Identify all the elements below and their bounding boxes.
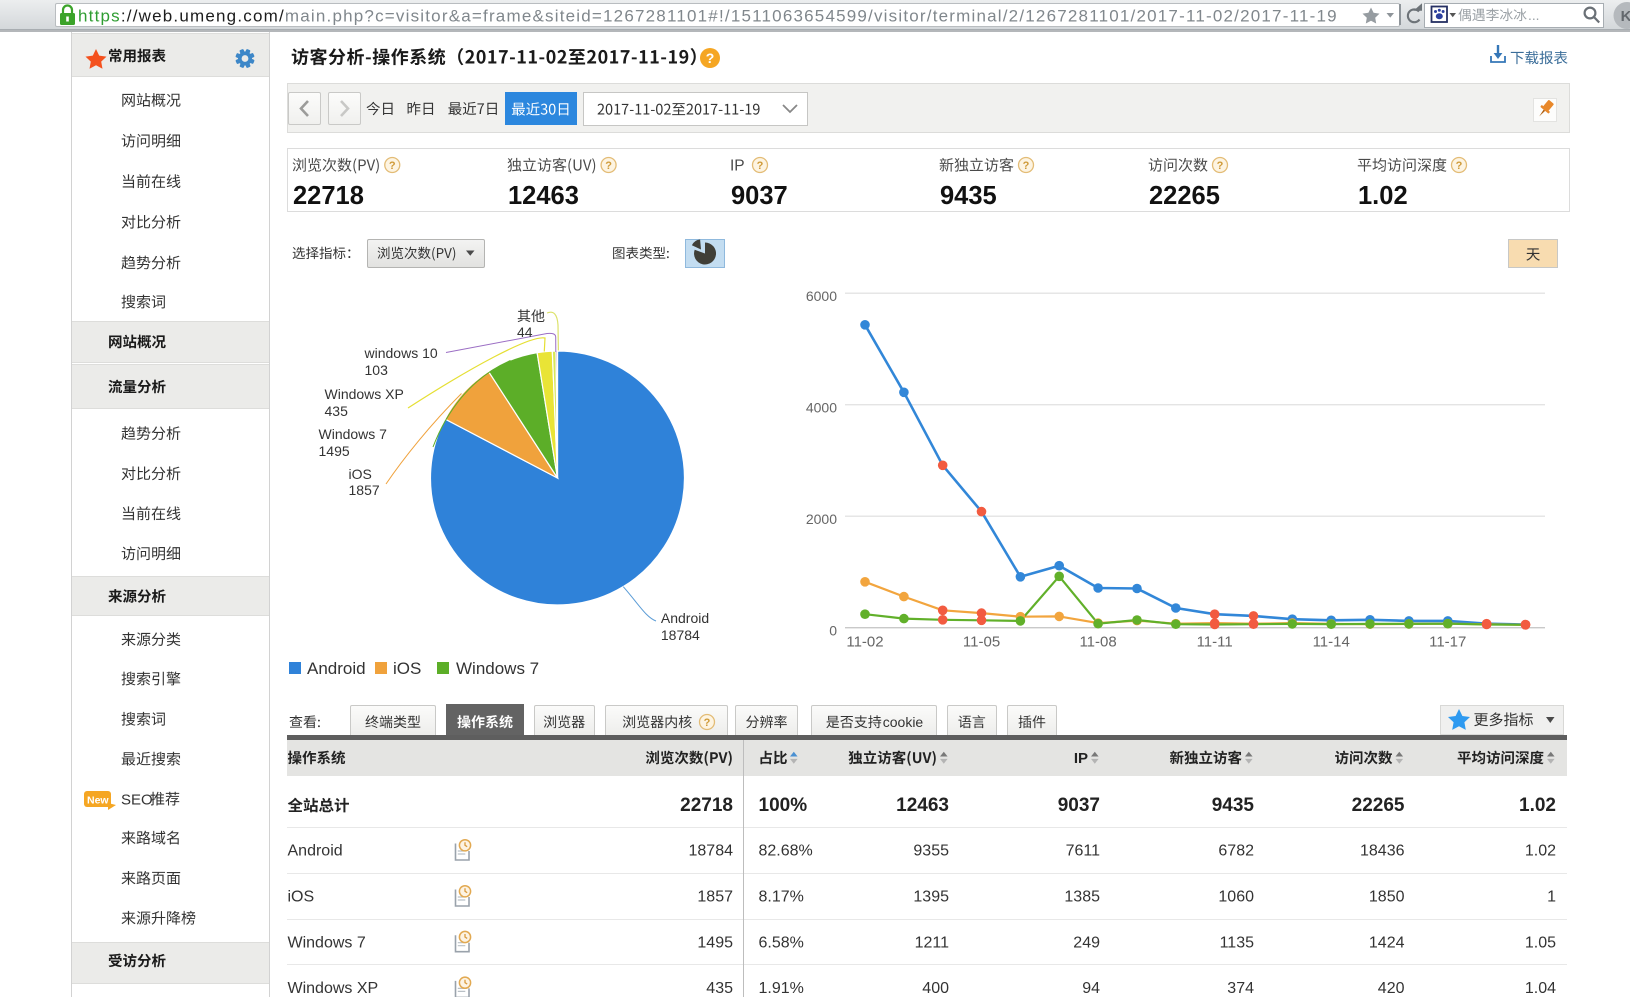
svg-text:Windows 7: Windows 7 [456,659,539,678]
svg-text:7611: 7611 [1066,843,1101,860]
svg-text:K: K [1621,8,1630,25]
svg-text:1.04: 1.04 [1525,980,1556,997]
svg-text:249: 249 [1073,934,1100,951]
svg-text:?: ? [1023,160,1030,172]
svg-text:iOS: iOS [349,466,372,482]
svg-text:1857: 1857 [349,482,380,498]
svg-text:?: ? [1217,160,1224,172]
svg-text:1857: 1857 [697,889,733,906]
svg-text:?: ? [757,160,764,172]
svg-text:2000: 2000 [806,511,837,527]
svg-text:1395: 1395 [913,889,949,906]
svg-text:Windows XP: Windows XP [325,386,404,402]
svg-text:SEO: SEO [121,791,153,808]
svg-text:9435: 9435 [1212,795,1255,816]
svg-text:IP: IP [730,158,745,175]
svg-text:18784: 18784 [689,843,734,860]
svg-text:Windows 7: Windows 7 [288,934,366,951]
svg-text:11-17: 11-17 [1429,634,1466,651]
svg-text:12463: 12463 [508,182,579,210]
svg-text:11-02: 11-02 [846,634,883,651]
svg-text:1211: 1211 [915,934,950,951]
svg-text:Android: Android [661,610,709,626]
svg-text:1060: 1060 [1218,889,1254,906]
svg-text:?: ? [389,160,396,172]
svg-text:1850: 1850 [1369,889,1405,906]
svg-text:1135: 1135 [1220,934,1255,951]
svg-text:1495: 1495 [697,934,733,951]
svg-text:cookie: cookie [883,714,924,730]
svg-text:11-08: 11-08 [1079,634,1116,651]
svg-text:6782: 6782 [1218,843,1254,860]
svg-text:11-11: 11-11 [1197,634,1233,651]
svg-text:1.02: 1.02 [1519,795,1556,816]
svg-text:44: 44 [517,324,533,340]
svg-text:9037: 9037 [731,182,788,210]
svg-text:22265: 22265 [1352,795,1405,816]
svg-text:22265: 22265 [1149,182,1220,210]
svg-text:11-14: 11-14 [1313,634,1350,651]
svg-text:Windows 7: Windows 7 [319,426,388,442]
svg-text:11-05: 11-05 [963,634,1000,651]
svg-text:1424: 1424 [1369,934,1405,951]
svg-text:1: 1 [1547,889,1556,906]
svg-text:New: New [87,795,109,807]
svg-text:12463: 12463 [896,795,949,816]
svg-text:Android: Android [307,659,366,678]
svg-text:...: ... [1528,8,1540,23]
svg-text:iOS: iOS [393,659,421,678]
svg-text:1495: 1495 [319,443,350,459]
svg-text:8.17%: 8.17% [759,889,804,906]
svg-text:18436: 18436 [1360,843,1405,860]
svg-text:?: ? [1456,160,1463,172]
svg-text:9435: 9435 [940,182,997,210]
svg-text:iOS: iOS [288,889,315,906]
svg-text:374: 374 [1227,980,1254,997]
svg-text:400: 400 [922,980,949,997]
svg-text:6000: 6000 [806,288,837,304]
svg-text:Android: Android [288,843,343,860]
svg-text:18784: 18784 [661,627,700,643]
svg-text:22718: 22718 [293,182,364,210]
svg-text:82.68%: 82.68% [759,843,813,860]
svg-text:?: ? [605,160,612,172]
svg-text:Windows XP: Windows XP [288,980,379,997]
svg-text:?: ? [706,50,715,66]
svg-text:IP: IP [1074,750,1088,767]
svg-text:1.02: 1.02 [1525,843,1556,860]
svg-text:windows 10: windows 10 [364,345,438,361]
svg-text:?: ? [704,717,711,729]
svg-text:435: 435 [706,980,733,997]
svg-text:https://web.umeng.com/main.php: https://web.umeng.com/main.php?c=visitor… [78,7,1338,26]
svg-text:94: 94 [1082,980,1100,997]
svg-text:1.05: 1.05 [1525,934,1556,951]
svg-text:4000: 4000 [806,400,837,416]
svg-text:1.02: 1.02 [1358,182,1408,210]
svg-text:9355: 9355 [913,843,949,860]
svg-text:1.91%: 1.91% [759,980,804,997]
svg-text:420: 420 [1378,980,1405,997]
svg-text:22718: 22718 [680,795,733,816]
svg-text:1385: 1385 [1064,889,1100,906]
svg-text:9037: 9037 [1058,795,1100,816]
svg-text:0: 0 [829,623,837,639]
svg-text:103: 103 [365,362,389,378]
svg-text:6.58%: 6.58% [759,934,804,951]
svg-text:435: 435 [325,403,349,419]
svg-text:100%: 100% [759,795,808,816]
